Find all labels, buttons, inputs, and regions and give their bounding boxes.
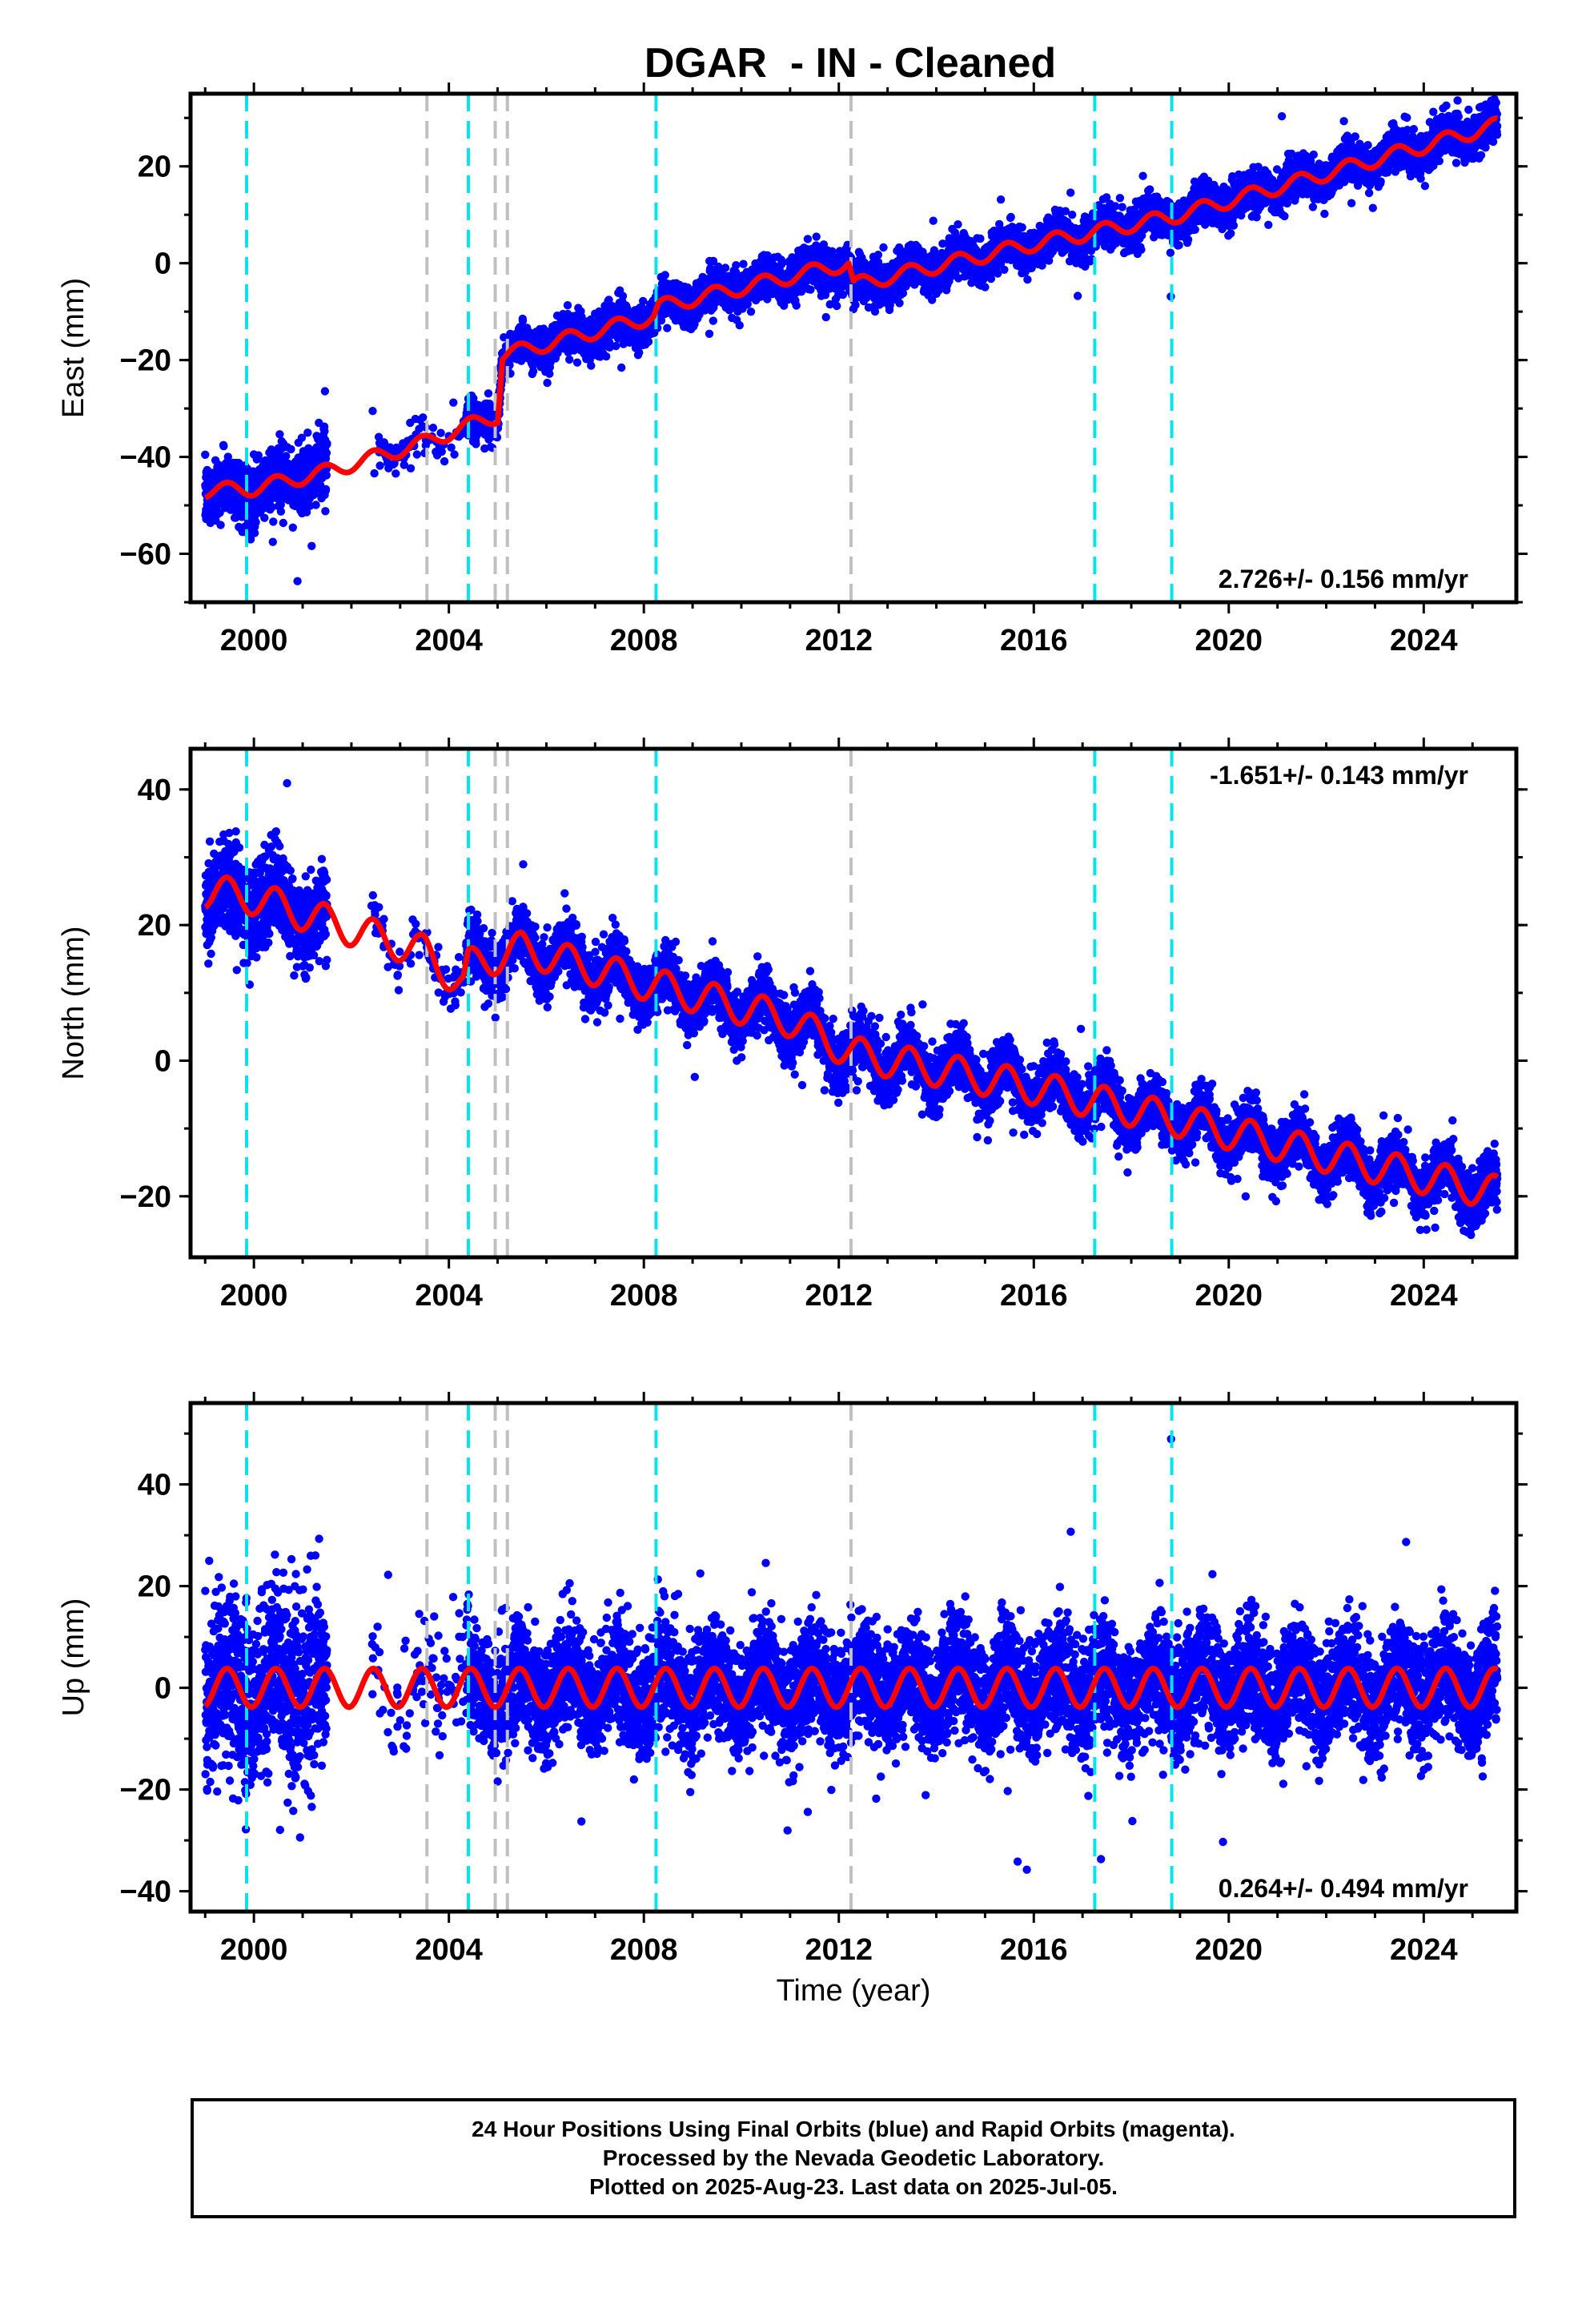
data-point (277, 508, 285, 516)
data-point (954, 220, 962, 228)
data-point (851, 301, 859, 309)
data-point (519, 316, 527, 324)
data-point (282, 452, 290, 460)
data-point (661, 271, 669, 279)
data-point (602, 352, 610, 360)
data-point (450, 450, 458, 458)
data-point (269, 538, 277, 546)
data-point (564, 301, 572, 309)
data-point (721, 263, 729, 271)
data-point (644, 338, 652, 346)
data-point (320, 427, 328, 435)
data-point (311, 501, 319, 509)
data-point (736, 321, 744, 329)
panel-east: 2000200420082012201620202024−60−40−20020… (57, 82, 1528, 657)
data-point (804, 235, 812, 243)
data-point (429, 424, 437, 432)
data-point (201, 451, 209, 459)
data-point (778, 259, 786, 267)
data-point (793, 301, 801, 309)
data-point (323, 448, 331, 456)
data-point (635, 348, 643, 356)
data-point (289, 524, 297, 532)
data-point (219, 442, 227, 450)
data-point (747, 308, 755, 316)
data-point (321, 507, 329, 515)
data-point (375, 461, 383, 469)
data-point (436, 429, 444, 437)
data-point (321, 387, 329, 395)
data-point (303, 428, 311, 436)
data-point (976, 235, 984, 243)
data-point (251, 518, 259, 526)
data-point (987, 275, 995, 283)
data-point (391, 469, 400, 477)
data-point (269, 517, 277, 525)
data-point (293, 577, 301, 585)
data-point (472, 440, 480, 448)
data-point (368, 407, 376, 415)
data-point (279, 519, 287, 527)
data-point (732, 261, 740, 269)
plot-area (201, 94, 1501, 602)
data-point (879, 243, 887, 251)
data-point (895, 299, 903, 307)
data-point (419, 413, 427, 421)
data-point (323, 440, 331, 448)
data-point (484, 389, 492, 397)
data-point (705, 330, 713, 338)
data-point (663, 324, 671, 332)
chart-title: DGAR - IN - Cleaned (644, 40, 1056, 86)
data-point (617, 364, 625, 372)
data-point (413, 450, 421, 458)
data-point (930, 217, 938, 225)
data-point (806, 286, 814, 294)
data-point (874, 251, 882, 259)
data-point (981, 283, 989, 291)
data-point (216, 521, 224, 529)
data-point (287, 445, 295, 453)
chart-canvas: DGAR - IN - Cleaned 20002004200820122016… (0, 0, 1582, 2324)
data-point (275, 430, 283, 438)
data-point (813, 232, 821, 240)
data-point (565, 356, 573, 364)
data-point (619, 292, 627, 300)
data-point (449, 399, 457, 407)
data-point (587, 361, 595, 369)
data-point (543, 379, 551, 387)
data-point (573, 359, 581, 367)
data-point (822, 313, 830, 321)
data-point (370, 469, 378, 477)
data-point (739, 260, 747, 268)
data-point (612, 342, 620, 350)
data-point (529, 368, 537, 376)
data-point (639, 297, 647, 305)
data-point (322, 485, 330, 493)
data-point (407, 464, 415, 472)
data-point (307, 542, 315, 550)
data-point (833, 302, 841, 310)
data-point (440, 457, 448, 465)
data-point (260, 514, 268, 522)
data-point (709, 316, 717, 324)
